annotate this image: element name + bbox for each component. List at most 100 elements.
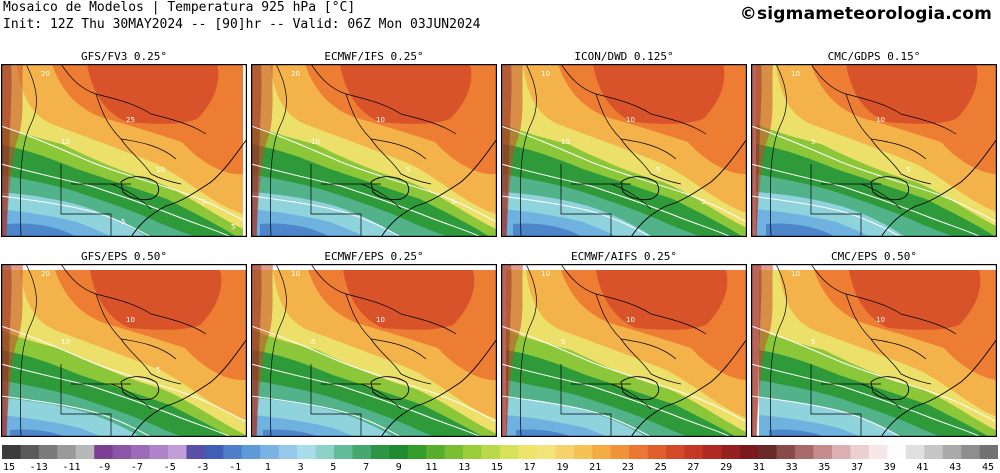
colorbar-tick-label: 35 bbox=[818, 462, 830, 473]
temperature-band bbox=[516, 429, 573, 437]
colorbar-cell bbox=[444, 445, 464, 459]
contour-label: 10 bbox=[876, 116, 885, 124]
colorbar-cell bbox=[555, 445, 575, 459]
colorbar-tick-label: 33 bbox=[786, 462, 798, 473]
contour-label: 5 bbox=[121, 218, 125, 226]
contour-label: 10 bbox=[626, 316, 635, 324]
temperature-band bbox=[766, 223, 836, 237]
colorbar-cell bbox=[223, 445, 243, 459]
colorbar-cell bbox=[20, 445, 40, 459]
credit-text: ©sigmameteorologia.com bbox=[739, 4, 992, 24]
contour-label: 10 bbox=[541, 70, 550, 78]
model-panel: ECMWF/AIFS 0.25° 10 10 5 bbox=[501, 250, 747, 437]
temperature-band bbox=[10, 429, 67, 437]
contour-label: 10 bbox=[61, 338, 70, 346]
contour-label: 20 bbox=[291, 70, 300, 78]
colorbar-tick-label: -9 bbox=[98, 462, 110, 473]
colorbar-cell bbox=[924, 445, 943, 459]
colorbar-tick-label: 41 bbox=[916, 462, 928, 473]
temperature-band bbox=[7, 223, 77, 237]
temperature-band bbox=[90, 270, 222, 330]
colorbar-cell bbox=[186, 445, 206, 459]
colorbar-tick-label: 15 bbox=[491, 462, 503, 473]
colorbar-cell bbox=[721, 445, 741, 459]
temperature-band bbox=[769, 429, 826, 437]
panel-title: GFS/FV3 0.25° bbox=[80, 50, 168, 63]
colorbar-cell bbox=[536, 445, 556, 459]
contour-label: 5 bbox=[406, 166, 410, 174]
contour-label: 5 bbox=[231, 223, 235, 231]
temperature-band bbox=[340, 64, 472, 124]
colorbar-cell bbox=[334, 445, 353, 459]
colorbar-cell bbox=[75, 445, 95, 459]
colorbar-cell bbox=[260, 445, 279, 459]
model-panel: ECMWF/IFS 0.25° 20 10 10 5 5 bbox=[251, 50, 497, 237]
colorbar-cell bbox=[241, 445, 261, 459]
colorbar-cell bbox=[776, 445, 796, 459]
temperature-band bbox=[596, 270, 728, 330]
colorbar-cell bbox=[684, 445, 704, 459]
colorbar-cell bbox=[407, 445, 427, 459]
colorbar-cell bbox=[942, 445, 962, 459]
contour-label: 5 bbox=[451, 198, 455, 206]
colorbar-tick-label: 25 bbox=[655, 462, 667, 473]
model-panel: GFS/FV3 0.25° 20 25 10 10 5 5 5 bbox=[1, 50, 247, 237]
colorbar-cell bbox=[629, 445, 648, 459]
temperature-band bbox=[513, 223, 583, 237]
contour-label: 5 bbox=[811, 138, 815, 146]
colorbar-cell bbox=[370, 445, 390, 459]
colorbar-cell bbox=[315, 445, 335, 459]
model-panel: ECMWF/EPS 0.25° 10 10 5 bbox=[251, 250, 497, 437]
colorbar: -15-13-11-9-7-5-3-1135791113151719212325… bbox=[2, 445, 998, 473]
colorbar-cell bbox=[850, 445, 870, 459]
temperature-map: 20 10 10 5 bbox=[1, 264, 247, 437]
colorbar-tick-label: 9 bbox=[396, 462, 402, 473]
temperature-band bbox=[593, 64, 725, 124]
colorbar-cell bbox=[168, 445, 187, 459]
panel-title: ECMWF/IFS 0.25° bbox=[324, 50, 424, 63]
colorbar-cell bbox=[905, 445, 925, 459]
contour-label: 10 bbox=[376, 316, 385, 324]
colorbar-tick-label: 5 bbox=[330, 462, 336, 473]
contour-label: 10 bbox=[791, 70, 800, 78]
contour-label: 5 bbox=[811, 338, 815, 346]
panel-title: CMC/EPS 0.50° bbox=[830, 250, 918, 263]
colorbar-cell bbox=[610, 445, 630, 459]
colorbar-cell bbox=[389, 445, 409, 459]
temperature-map: 10 10 5 bbox=[501, 264, 747, 437]
contour-label: 10 bbox=[376, 116, 385, 124]
contour-label: 10 bbox=[311, 138, 320, 146]
init-valid-line: Init: 12Z Thu 30MAY2024 -- [90]hr -- Val… bbox=[3, 17, 481, 32]
colorbar-cell bbox=[278, 445, 298, 459]
colorbar-cell bbox=[297, 445, 316, 459]
contour-label: 10 bbox=[291, 270, 300, 278]
contour-label: 5 bbox=[311, 338, 315, 346]
temperature-band bbox=[849, 270, 981, 330]
contour-label: 10 bbox=[626, 116, 635, 124]
colorbar-tick-label: 7 bbox=[363, 462, 369, 473]
panel-frame bbox=[501, 64, 747, 237]
contour-label: 25 bbox=[126, 116, 135, 124]
temperature-band bbox=[260, 223, 330, 237]
colorbar-cell bbox=[961, 445, 980, 459]
contour-label: 10 bbox=[156, 166, 165, 174]
temperature-band bbox=[846, 64, 978, 124]
panel-title: ICON/DWD 0.125° bbox=[574, 50, 674, 63]
contour-label: 5 bbox=[201, 198, 205, 206]
colorbar-tick-label: 45 bbox=[982, 462, 994, 473]
panel-frame bbox=[1, 64, 247, 237]
temperature-map: 10 10 5 bbox=[251, 264, 497, 437]
colorbar-tick-label: 23 bbox=[622, 462, 634, 473]
colorbar-cell bbox=[573, 445, 593, 459]
contour-label: 5 bbox=[656, 166, 660, 174]
colorbar-tick-label: 17 bbox=[524, 462, 536, 473]
colorbar-tick-label: -3 bbox=[196, 462, 208, 473]
colorbar-cell bbox=[795, 445, 814, 459]
panel-frame bbox=[751, 264, 997, 437]
colorbar-cell bbox=[500, 445, 519, 459]
panel-title: CMC/GDPS 0.15° bbox=[827, 50, 921, 63]
temperature-band bbox=[87, 64, 219, 124]
panel-frame bbox=[501, 264, 747, 437]
panel-frame bbox=[751, 64, 997, 237]
colorbar-cell bbox=[426, 445, 445, 459]
